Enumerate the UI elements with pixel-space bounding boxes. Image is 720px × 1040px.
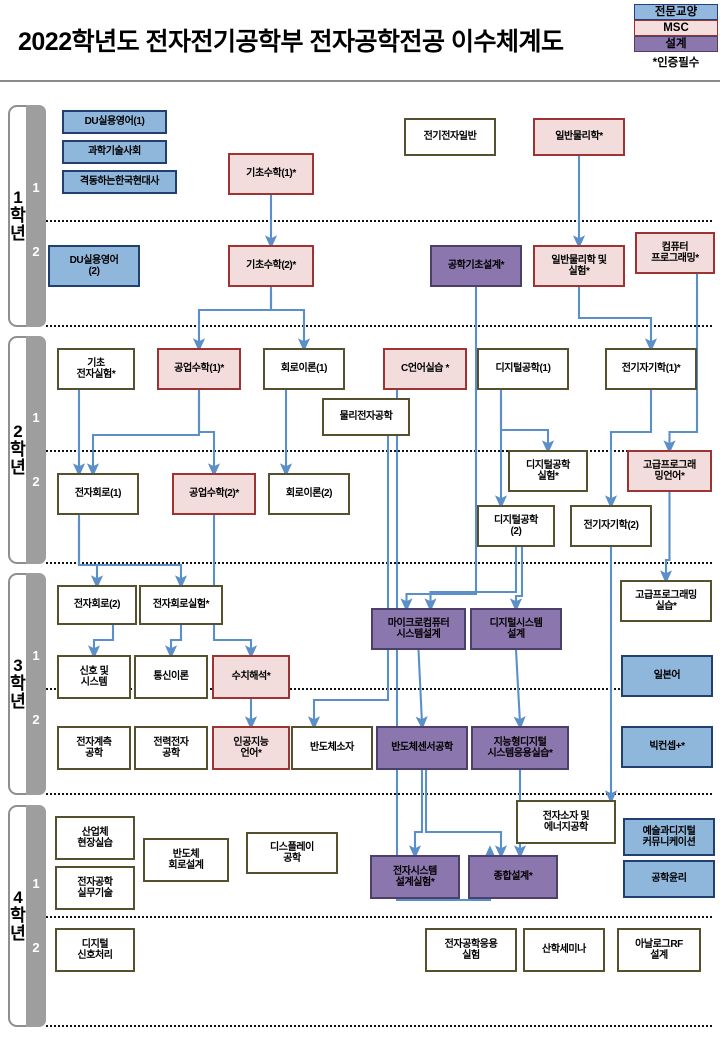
course-box-capstone[interactable]: 종합설계*: [468, 855, 558, 899]
connector: [666, 492, 670, 577]
connector: [79, 519, 181, 582]
connector: [407, 287, 477, 605]
course-box-field_prac[interactable]: 산업체 현장실습: [55, 816, 135, 860]
connector: [419, 650, 423, 723]
course-box-meas_eng[interactable]: 전자계측 공학: [57, 726, 131, 770]
connector: [199, 287, 271, 345]
connector: [171, 625, 181, 652]
course-box-adv_plab[interactable]: 고급프로그래밍 실습*: [620, 580, 712, 622]
course-box-display[interactable]: 디스플레이 공학: [246, 832, 338, 874]
course-box-eng_math1[interactable]: 공업수학(1)*: [157, 348, 241, 390]
course-box-phys_elec[interactable]: 물리전자공학: [322, 398, 410, 436]
course-box-basic_m1[interactable]: 기초수학(1)*: [228, 153, 314, 195]
course-box-elec_ckt2[interactable]: 전자회로(2): [57, 585, 137, 625]
connector: [501, 394, 548, 447]
course-box-comp_prog[interactable]: 컴퓨터 프로그래밍*: [635, 232, 715, 274]
course-box-phys_lab[interactable]: 일반물리학 및 실험*: [533, 245, 625, 287]
connector: [214, 515, 251, 652]
course-box-eng_math2[interactable]: 공업수학(2)*: [172, 473, 256, 515]
course-box-japanese[interactable]: 일본어: [621, 655, 713, 697]
connector: [415, 770, 422, 852]
course-box-analog_rf[interactable]: 아날로그RF 설계: [617, 928, 701, 972]
course-box-intel_dig[interactable]: 지능형디지털 시스템응용실습*: [471, 726, 569, 770]
course-box-ai_lang[interactable]: 인공지능 언어*: [212, 726, 290, 770]
course-box-digital1[interactable]: 디지털공학(1): [477, 348, 569, 390]
course-box-basic_m2[interactable]: 기초수학(2)*: [228, 245, 314, 287]
course-box-du_eng1[interactable]: DU실용영어(1): [62, 110, 167, 134]
course-box-basic_elab[interactable]: 기초 전자실험*: [57, 348, 135, 390]
course-box-micro_sys[interactable]: 마이크로컴퓨터 시스템설계: [371, 608, 466, 650]
course-box-adv_prog[interactable]: 고급프로그래 밍언어*: [627, 450, 712, 492]
connector: [94, 625, 113, 652]
connector: [79, 515, 97, 582]
course-box-eng_ethics[interactable]: 공학윤리: [623, 860, 715, 898]
course-box-signal_sys[interactable]: 신호 및 시스템: [57, 655, 131, 699]
course-box-prac_tech[interactable]: 전자공학 실무기술: [55, 866, 135, 910]
course-box-sci_soc[interactable]: 과학기술사회: [62, 140, 167, 164]
connector: [516, 650, 520, 723]
course-box-gen_phys[interactable]: 일반물리학*: [533, 118, 625, 156]
course-box-dig_lab[interactable]: 디지털공학 실험*: [508, 450, 588, 492]
connector: [426, 770, 501, 852]
course-box-dsp[interactable]: 디지털 신호처리: [55, 928, 135, 972]
course-box-ckt_lab[interactable]: 전자회로실험*: [139, 585, 223, 625]
course-box-app_lab[interactable]: 전자공학응용 실험: [425, 928, 517, 972]
course-box-num_anal[interactable]: 수치해석*: [212, 655, 290, 699]
course-box-circuit1[interactable]: 회로이론(1): [263, 348, 345, 390]
course-box-du_eng2[interactable]: DU실용영어 (2): [48, 245, 140, 287]
connector: [431, 547, 517, 605]
connector: [271, 293, 304, 345]
connector: [93, 394, 199, 470]
course-box-semi_sens[interactable]: 반도체센서공학: [376, 726, 468, 770]
course-box-seminar[interactable]: 산학세미나: [523, 928, 605, 972]
course-box-kor_hist[interactable]: 격동하는한국현대사: [62, 170, 177, 194]
course-box-em2[interactable]: 전기자기학(2): [570, 505, 652, 547]
course-box-em1[interactable]: 전기자기학(1)*: [605, 348, 697, 390]
connector: [579, 287, 651, 345]
course-box-edev_energy[interactable]: 전자소자 및 에너지공학: [516, 800, 616, 844]
course-box-elec_ckt1[interactable]: 전자회로(1): [57, 473, 139, 515]
course-box-bigconcept[interactable]: 빅컨셉+*: [621, 726, 713, 768]
connector: [199, 390, 214, 470]
course-box-art_digital[interactable]: 예술과디지털 커뮤니케이션: [623, 818, 715, 856]
course-box-power_elec[interactable]: 전력전자 공학: [134, 726, 208, 770]
course-box-eng_design[interactable]: 공학기초설계*: [430, 245, 522, 287]
course-box-semi_dev[interactable]: 반도체소자: [291, 726, 373, 770]
course-box-esys_lab[interactable]: 전자시스템 설계실험*: [370, 855, 460, 899]
course-box-ee_gen[interactable]: 전기전자일반: [404, 118, 496, 156]
course-box-c_lang[interactable]: C언어실습 *: [383, 348, 467, 390]
course-box-semi_ckt[interactable]: 반도체 회로설계: [143, 838, 229, 882]
course-box-comm_th[interactable]: 통신이론: [134, 655, 208, 699]
course-box-circuit2[interactable]: 회로이론(2): [268, 473, 350, 515]
course-box-digital2[interactable]: 디지털공학 (2): [477, 505, 555, 547]
course-box-dig_sys[interactable]: 디지털시스템 설계: [470, 608, 562, 650]
